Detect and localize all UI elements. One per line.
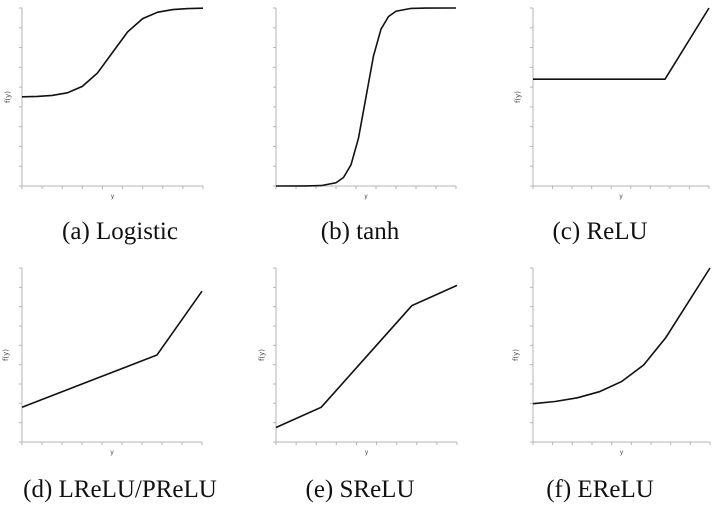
chart-panel-lrelu: f(y) y (d) LReLU/PReLU [0,254,240,508]
x-axis-label: y [110,449,114,456]
x-axis-label: y [620,449,624,456]
y-axis-label: f(y) [512,349,520,361]
chart-panel-erelu: f(y) y (f) EReLU [480,254,720,508]
caption-srelu: (e) SReLU [305,476,415,503]
y-axis-label: f(y) [2,349,10,361]
series-line-0 [532,267,711,405]
y-axis-label: f(y) [514,91,522,103]
caption-lrelu: (d) LReLU/PReLU [23,476,217,503]
chart-panel-relu: f(y) y (c) ReLU [480,0,720,254]
chart-logistic: f(y) y [4,7,204,200]
caption-erelu: (f) EReLU [546,476,654,503]
chart-panel-logistic: f(y) y (a) Logistic [0,0,240,254]
series-line-0 [275,284,458,429]
chart-erelu: f(y) y [512,267,711,456]
x-axis-label: y [619,193,623,200]
x-axis-label: y [365,449,369,456]
series-line-0 [21,7,204,98]
chart-panel-tanh: y (b) tanh [240,0,480,254]
y-axis-label: f(y) [258,349,266,361]
series-line-0 [275,7,457,187]
y-axis-label: f(y) [4,91,12,103]
x-axis-label: y [364,193,368,200]
chart-srelu: f(y) y [258,267,458,456]
caption-relu: (c) ReLU [552,218,648,245]
series-line-0 [21,290,203,408]
caption-logistic: (a) Logistic [62,218,178,245]
x-axis-label: y [111,193,115,200]
chart-panel-srelu: f(y) y (e) SReLU [240,254,480,508]
chart-tanh: y [273,7,457,200]
chart-lrelu: f(y) y [2,267,203,456]
caption-tanh: (b) tanh [320,218,400,245]
series-line-0 [533,7,710,80]
chart-relu: f(y) y [514,7,710,200]
